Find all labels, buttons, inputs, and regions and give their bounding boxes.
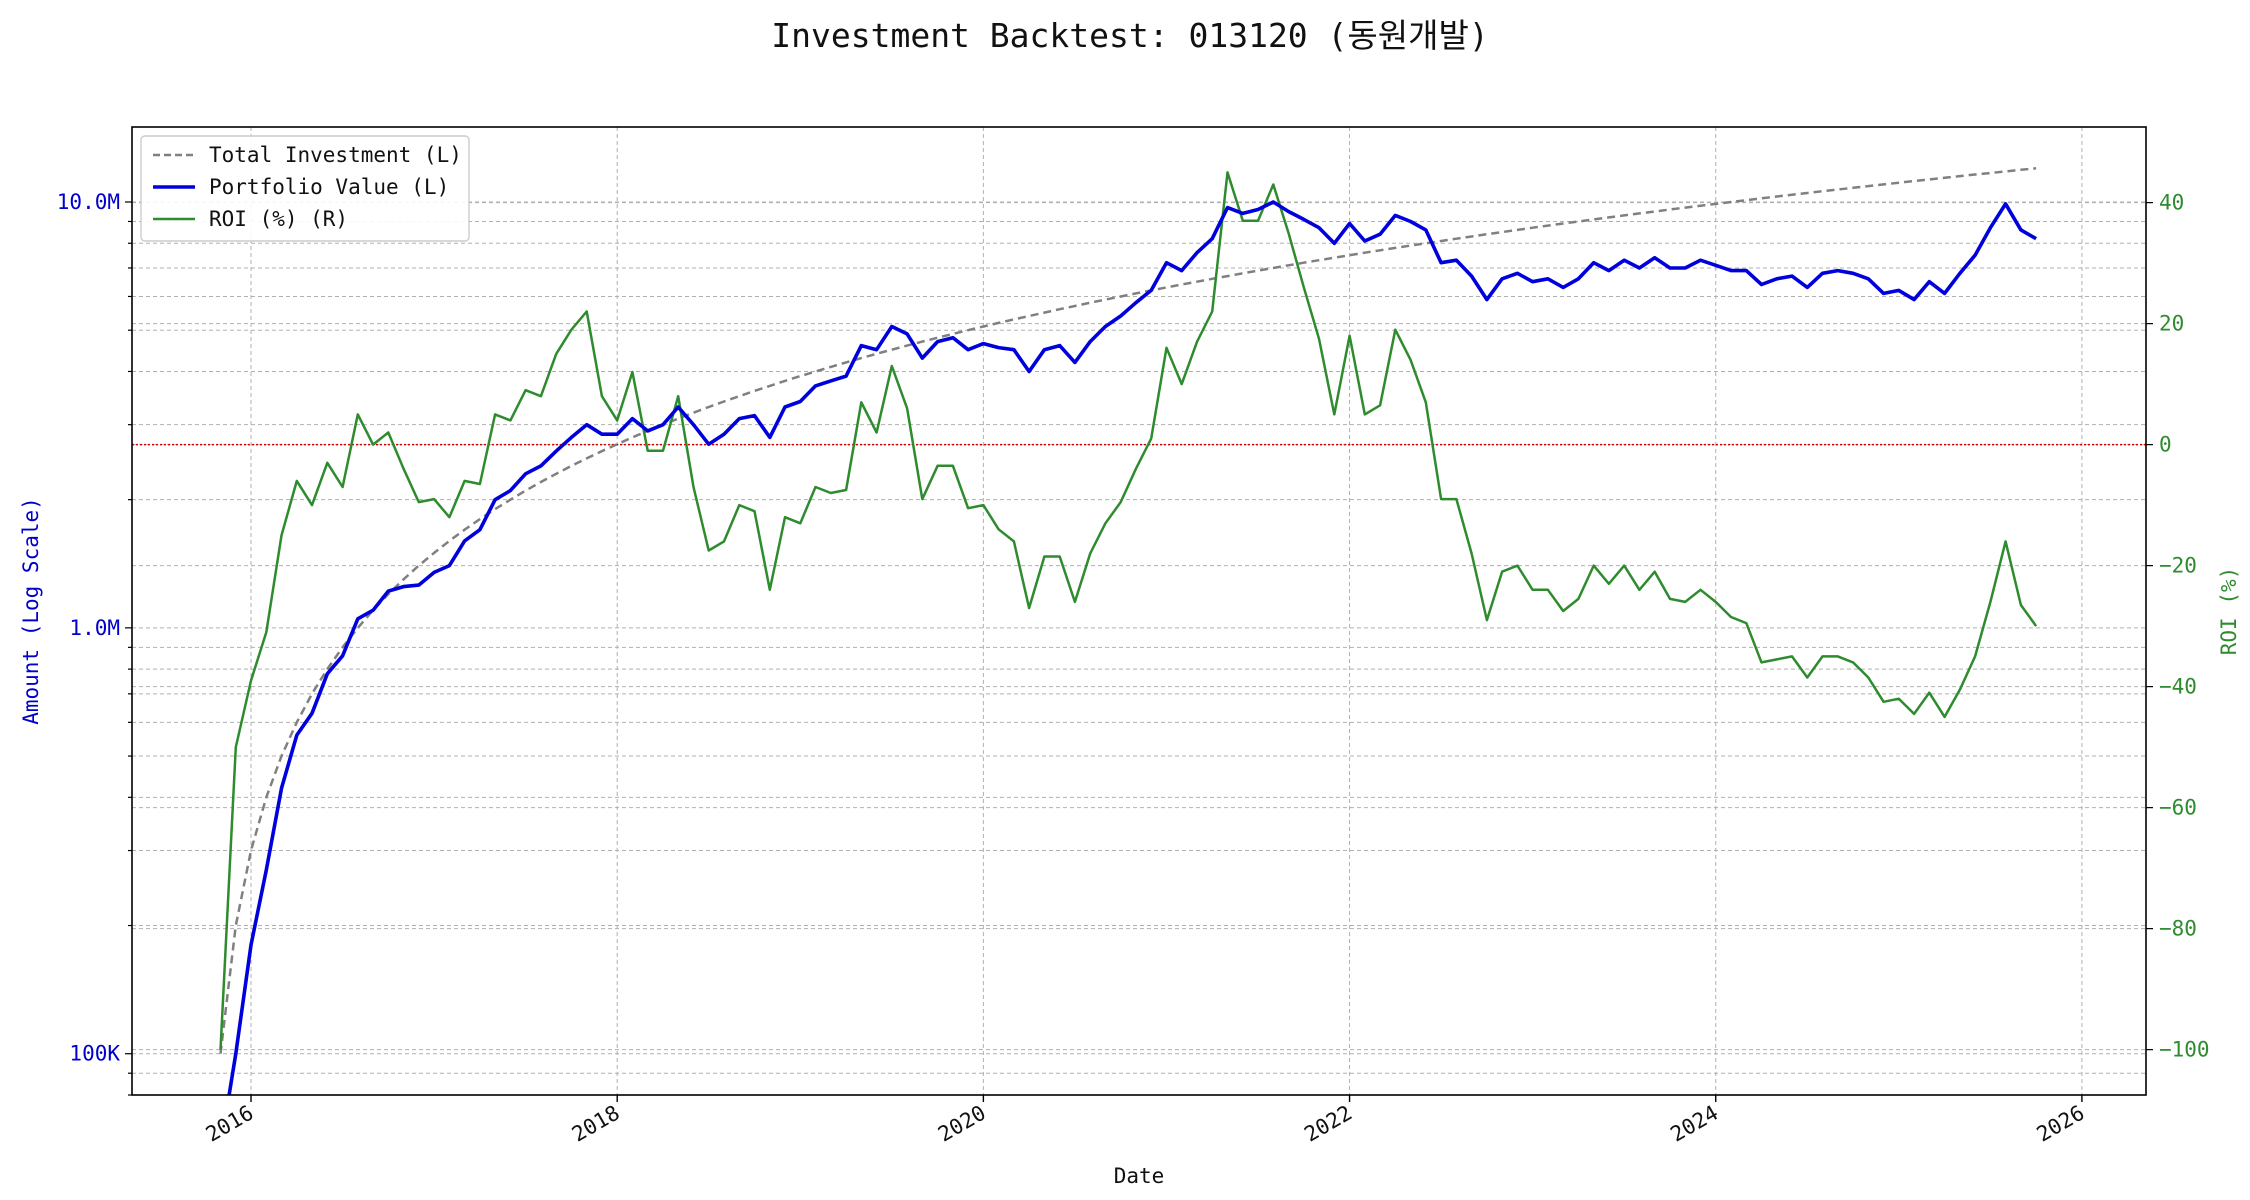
x-tick-label: 2022 xyxy=(1300,1101,1356,1147)
y-right-tick-label: 20 xyxy=(2159,312,2184,336)
y-left-tick-label: 100K xyxy=(69,1042,120,1066)
legend-box xyxy=(140,135,470,242)
plot-frame xyxy=(131,126,2147,1096)
y-right-tick-label: −80 xyxy=(2159,917,2197,941)
chart-title: Investment Backtest: 013120 (동원개발) xyxy=(771,16,1488,55)
y-right-tick-label: −40 xyxy=(2159,675,2197,699)
series-line-total-investment xyxy=(219,167,2037,1054)
legend-label-total-investment: Total Investment (L) xyxy=(209,143,462,167)
grid-layer xyxy=(132,127,2146,1096)
series-line-roi xyxy=(219,171,2038,1050)
legend-label-roi: ROI (%) (R) xyxy=(209,207,348,231)
x-tick-label: 2018 xyxy=(568,1101,624,1147)
x-tick-label: 2026 xyxy=(2033,1101,2089,1147)
y-right-tick-label: 40 xyxy=(2159,191,2184,215)
y-left-tick-label: 10.0M xyxy=(57,190,120,214)
y-axis-right: −100 −80 −60 −40 −20 0 20 40 xyxy=(2146,191,2210,1062)
y-right-tick-label: −100 xyxy=(2159,1038,2210,1062)
y-axis-left-label: Amount (Log Scale) xyxy=(19,497,43,725)
y-axis-right-label: ROI (%) xyxy=(2217,567,2241,656)
x-tick-label: 2020 xyxy=(934,1101,990,1147)
x-axis: 2016 2018 2020 2022 2024 2026 xyxy=(202,1095,2089,1147)
y-right-tick-label: −20 xyxy=(2159,554,2197,578)
legend-label-portfolio-value: Portfolio Value (L) xyxy=(209,175,449,199)
legend: Total Investment (L) Portfolio Value (L)… xyxy=(140,135,470,242)
y-right-tick-label: 0 xyxy=(2159,433,2172,457)
x-tick-label: 2016 xyxy=(202,1101,258,1147)
x-tick-label: 2024 xyxy=(1666,1101,1722,1147)
series-layer xyxy=(219,167,2038,1095)
series-line-portfolio-value xyxy=(227,200,2038,1095)
y-left-tick-label: 1.0M xyxy=(69,616,120,640)
y-axis-left: 100K 1.0M 10.0M xyxy=(57,190,132,1096)
x-axis-label: Date xyxy=(1114,1164,1165,1188)
y-right-tick-label: −60 xyxy=(2159,796,2197,820)
